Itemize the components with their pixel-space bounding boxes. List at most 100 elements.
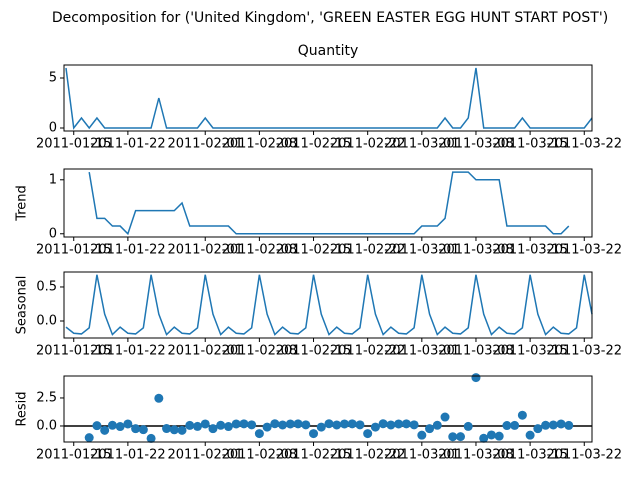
x-tick-label: 2011-01-22 (90, 137, 166, 152)
point (131, 424, 141, 434)
x-tick-label: 2011-03-01 (384, 243, 460, 258)
point (548, 420, 558, 430)
point (146, 433, 156, 443)
x-tick-label: 2011-02-22 (330, 243, 406, 258)
x-tick-label: 2011-03-22 (546, 243, 622, 258)
point (247, 420, 257, 430)
x-tick-label: 2011-03-15 (492, 137, 568, 152)
x-tick-label: 2011-01-15 (36, 344, 112, 359)
x-tick-label: 2011-01-22 (90, 344, 166, 359)
point (510, 420, 520, 430)
axes-frame (63, 271, 593, 339)
x-tick-label: 2011-03-08 (438, 137, 514, 152)
x-tick-label: 2011-03-08 (438, 344, 514, 359)
point (123, 419, 133, 429)
x-tick-label: 2011-02-01 (167, 448, 243, 463)
point (517, 410, 527, 420)
point (556, 419, 566, 429)
point (138, 425, 148, 435)
point (208, 424, 218, 434)
y-tick-label: 5 (49, 71, 57, 86)
x-tick-label: 2011-02-08 (222, 448, 298, 463)
x-tick-label: 2011-02-22 (330, 137, 406, 152)
point (115, 422, 125, 432)
point (541, 420, 551, 430)
y-tick-label: 0.0 (36, 313, 57, 328)
point (448, 432, 458, 442)
y-axis-label: Resid (15, 391, 30, 426)
point (417, 430, 427, 440)
x-tick-label: 2011-03-22 (546, 137, 622, 152)
axes-frame (63, 168, 593, 238)
y-tick-label: 2.5 (36, 390, 57, 405)
x-tick-label: 2011-03-01 (384, 137, 460, 152)
point (107, 420, 117, 430)
x-tick-label: 2011-01-15 (36, 448, 112, 463)
point (316, 422, 326, 432)
line (65, 67, 593, 130)
point (262, 422, 272, 432)
x-tick-label: 2011-02-01 (167, 344, 243, 359)
point (309, 429, 319, 439)
point (254, 429, 264, 439)
y-axis-label: Trend (15, 185, 30, 222)
point (332, 420, 342, 430)
x-tick-label: 2011-02-15 (276, 243, 352, 258)
point (370, 422, 380, 432)
point (401, 419, 411, 429)
figure-title: Decomposition for ('United Kingdom', 'GR… (52, 10, 608, 26)
point (185, 420, 195, 430)
x-tick-label: 2011-03-15 (492, 243, 568, 258)
x-tick-label: 2011-02-15 (276, 137, 352, 152)
point (200, 419, 210, 429)
point (363, 429, 373, 439)
x-tick-label: 2011-02-22 (330, 448, 406, 463)
point (347, 419, 357, 429)
line (65, 274, 593, 336)
axes-frame (63, 64, 593, 132)
point (239, 419, 249, 429)
point (386, 420, 396, 430)
x-tick-label: 2011-03-15 (492, 448, 568, 463)
x-tick-label: 2011-03-08 (438, 448, 514, 463)
point (154, 393, 164, 403)
y-tick-label: 0.0 (36, 418, 57, 433)
y-axis-label: Seasonal (15, 276, 30, 335)
point (223, 422, 233, 432)
x-tick-label: 2011-02-08 (222, 344, 298, 359)
point (463, 421, 473, 431)
x-tick-label: 2011-03-01 (384, 448, 460, 463)
point (216, 420, 226, 430)
point (84, 433, 94, 443)
line (88, 171, 570, 236)
point (355, 420, 365, 430)
x-tick-label: 2011-03-08 (438, 243, 514, 258)
point (409, 420, 419, 430)
point (533, 424, 543, 434)
point (378, 419, 388, 429)
x-tick-label: 2011-01-22 (90, 243, 166, 258)
point (456, 432, 465, 442)
point (564, 420, 574, 430)
point (293, 419, 303, 429)
x-tick-label: 2011-01-22 (90, 448, 166, 463)
x-tick-label: 2011-02-08 (222, 137, 298, 152)
point (394, 419, 404, 429)
y-tick-label: 0 (49, 121, 57, 136)
x-tick-label: 2011-02-01 (167, 137, 243, 152)
x-tick-label: 2011-03-01 (384, 344, 460, 359)
point (502, 421, 512, 431)
point (339, 419, 349, 429)
x-tick-label: 2011-02-22 (330, 344, 406, 359)
point (231, 419, 241, 429)
point (324, 419, 334, 429)
point (92, 421, 102, 431)
point (162, 424, 172, 434)
point (525, 430, 535, 440)
x-tick-label: 2011-03-22 (546, 448, 622, 463)
y-tick-label: 0.5 (36, 279, 57, 294)
point (177, 425, 187, 435)
x-tick-label: 2011-03-22 (546, 344, 622, 359)
x-tick-label: 2011-03-15 (492, 344, 568, 359)
